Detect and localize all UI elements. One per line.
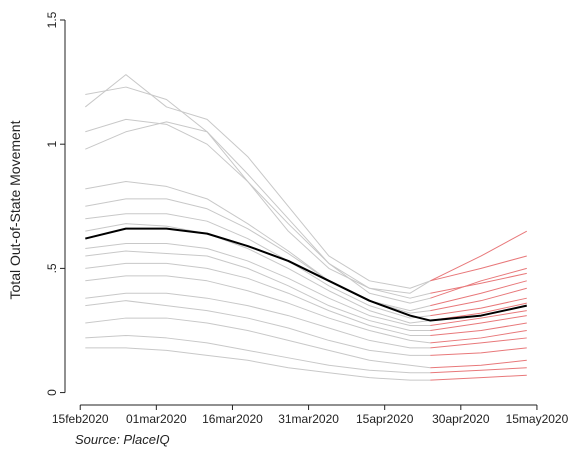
series-line-highlight	[430, 359, 527, 369]
series-line	[85, 86, 431, 294]
series-line	[85, 317, 431, 369]
x-tick-label: 31mar2020	[278, 412, 339, 426]
series-line-highlight	[430, 322, 527, 336]
x-tick-label: 15apr2020	[356, 412, 414, 426]
x-tick-label: 15may2020	[506, 412, 569, 426]
series-line	[85, 243, 431, 327]
series-line	[85, 300, 431, 356]
series-line	[85, 121, 431, 299]
series-line	[85, 334, 431, 374]
series-line-highlight	[430, 287, 527, 312]
series-line-highlight	[430, 255, 527, 282]
series-line	[84, 74, 431, 289]
series-line-highlight	[430, 374, 527, 381]
series-line	[85, 275, 431, 344]
series-line-highlight	[430, 310, 527, 327]
y-tick-label: 1	[45, 141, 59, 148]
mean-line	[85, 227, 527, 322]
series-line	[85, 262, 431, 336]
series-line-highlight	[430, 367, 527, 374]
series-line	[85, 223, 431, 324]
series-line	[85, 347, 431, 381]
y-tick-label: 0	[45, 389, 59, 396]
source-note: Source: PlaceIQ	[75, 432, 170, 447]
series-line-highlight	[430, 337, 527, 349]
x-tick-label: 15feb2020	[52, 412, 109, 426]
series-line	[85, 292, 431, 349]
series-line-highlight	[430, 347, 527, 356]
series-line-highlight	[430, 230, 528, 282]
series-line-highlight	[430, 315, 527, 331]
series-line-highlight	[430, 267, 527, 299]
series-line	[85, 250, 431, 331]
y-tick-label: .5	[45, 263, 59, 273]
y-axis-label: Total Out-of-State Movement	[7, 120, 23, 299]
x-tick-label: 01mar2020	[126, 412, 187, 426]
series-line	[85, 213, 431, 319]
series-line-highlight	[430, 280, 527, 307]
series-line-highlight	[430, 272, 527, 294]
x-tick-label: 16mar2020	[202, 412, 263, 426]
y-tick-label: 1.5	[45, 11, 59, 28]
series-line	[85, 118, 431, 304]
series-line-highlight	[430, 297, 527, 317]
series-line	[85, 180, 431, 312]
series-line-highlight	[430, 329, 527, 344]
series-line	[85, 198, 431, 314]
x-tick-label: 30apr2020	[432, 412, 490, 426]
